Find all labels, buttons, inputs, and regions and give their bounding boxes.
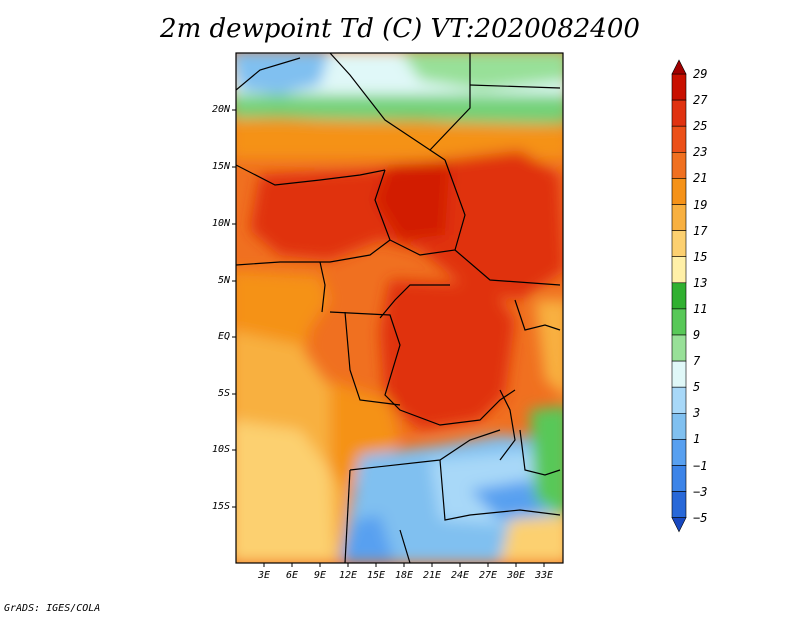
colorbar-segment [671,282,687,310]
colorbar-segment [671,178,687,205]
lon-label-21e: 21E [422,570,442,581]
colorbar-segment [671,204,687,231]
colorbar-label: 11 [693,301,708,316]
lon-label-6e: 6E [285,570,299,581]
colorbar-label: 21 [693,171,708,186]
colorbar-top-arrow [671,59,687,75]
colorbar-bottom-arrow [671,517,687,533]
colorbar-segment [671,230,687,258]
colorbar-label: 27 [693,93,708,108]
lat-label-eq: EQ [217,331,230,342]
colorbar-segment [671,256,687,284]
lon-label-9e: 9E [313,570,327,581]
lat-label-20n: 20N [211,104,230,115]
colorbar-segment [671,152,687,179]
colorbar-segment [671,99,687,127]
country-borders [236,53,561,563]
colorbar-segment [671,412,687,440]
colorbar-segment [671,334,687,362]
lon-label-15e: 15E [366,570,386,581]
lat-label-15s: 15S [211,501,230,512]
colorbar-segment [671,73,687,101]
lat-label-15n: 15N [211,161,230,172]
colorbar-segment [671,386,687,414]
colorbar-segment [671,308,687,336]
colorbar-label: 17 [693,223,708,238]
colorbar-label: 29 [693,67,708,81]
colorbar-segment [671,439,687,466]
lon-label-12e: 12E [338,570,358,581]
colorbar-label: 15 [693,249,708,264]
colorbar-label: 3 [693,406,701,421]
lat-label-10n: 10N [211,218,230,229]
colorbar-label: −3 [693,484,708,499]
lon-label-3e: 3E [257,570,271,581]
lon-label-27e: 27E [478,570,498,581]
colorbar-label: 5 [693,380,701,395]
colorbar-label: 23 [693,145,708,160]
lon-ticks [263,563,545,567]
lon-label-24e: 24E [450,570,470,581]
colorbar-segment [671,125,687,153]
colorbar-segment [671,465,687,492]
lat-label-5n: 5N [217,275,230,286]
colorbar-label: 9 [693,328,701,342]
lon-label-18e: 18E [394,570,414,581]
colorbar [671,59,687,533]
colorbar-label: 25 [693,119,708,134]
footer-credit: GrADS: IGES/COLA [4,603,101,614]
colorbar-label: 7 [693,354,701,369]
colorbar-segment [671,360,687,388]
page-title: 2m dewpoint Td (C) VT:2020082400 [160,14,640,44]
colorbar-label: 19 [693,197,708,212]
lon-label-33e: 33E [534,570,554,581]
lat-ticks [232,109,236,508]
map-border [235,52,564,564]
colorbar-label: −1 [693,458,708,473]
lat-label-10s: 10S [211,444,230,455]
lat-label-5s: 5S [217,388,230,399]
colorbar-segment [671,491,687,519]
colorbar-label: 13 [693,275,708,290]
colorbar-label: 1 [693,432,701,447]
colorbar-label: −5 [693,510,708,525]
lon-label-30e: 30E [506,570,526,581]
map-field [236,53,563,563]
